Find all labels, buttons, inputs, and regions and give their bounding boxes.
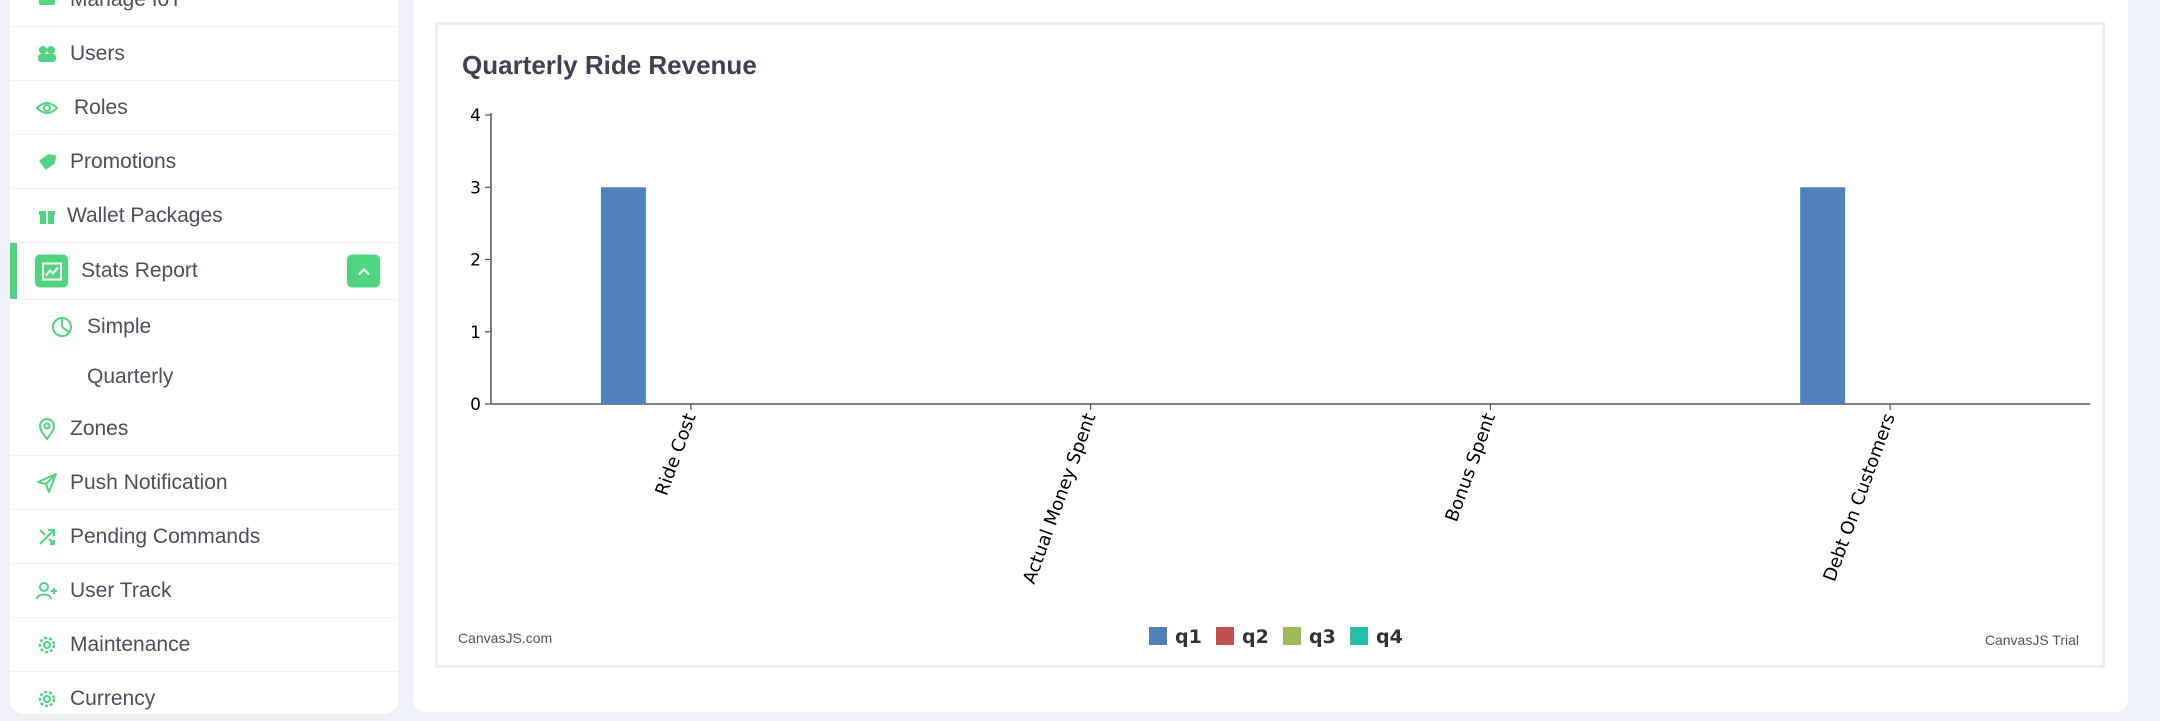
chevron-up-icon bbox=[357, 267, 370, 275]
sidebar-subitem-quarterly[interactable]: Quarterly bbox=[10, 352, 398, 402]
x-tick-label: Debt On Customers bbox=[1819, 411, 1899, 585]
sidebar-item-pending-commands[interactable]: Pending Commands bbox=[10, 510, 398, 564]
y-tick-label: 4 bbox=[470, 106, 481, 126]
sidebar-item-zones[interactable]: Zones bbox=[10, 402, 398, 456]
sidebar-item-label: User Track bbox=[70, 578, 172, 602]
bar-q1[interactable] bbox=[1800, 187, 1846, 404]
sidebar-item-label: Promotions bbox=[70, 149, 177, 173]
chart-title: Quarterly Ride Revenue bbox=[462, 50, 757, 80]
sidebar-item-label: Roles bbox=[74, 95, 128, 119]
legend-label-q1[interactable]: q1 bbox=[1175, 626, 1202, 648]
bar-q1[interactable] bbox=[600, 187, 646, 404]
sidebar-subitem-label: Simple bbox=[87, 315, 152, 338]
pie-chart-icon bbox=[50, 315, 74, 339]
chart-icon bbox=[35, 254, 68, 288]
sidebar-item-label: Wallet Packages bbox=[67, 203, 223, 227]
bar-chart: Quarterly Ride Revenue 0 1 2 3 4 Ride Cost Ac… bbox=[458, 50, 2090, 648]
legend-label-q4[interactable]: q4 bbox=[1376, 626, 1403, 648]
sidebar-item-push-notification[interactable]: Push Notification bbox=[10, 456, 398, 510]
legend-swatch-q4[interactable] bbox=[1350, 627, 1368, 645]
chart-panel: Quarterly Ride Revenue 0 1 2 3 4 Ride Cost Ac… bbox=[435, 22, 2105, 668]
legend-swatch-q3[interactable] bbox=[1283, 627, 1301, 645]
gear-icon bbox=[34, 686, 60, 712]
sidebar-item-label: Push Notification bbox=[70, 470, 228, 494]
sidebar-item-label: Maintenance bbox=[70, 632, 191, 656]
x-tick-label: Bonus Spent bbox=[1441, 411, 1500, 525]
device-icon bbox=[34, 0, 60, 13]
legend-swatch-q2[interactable] bbox=[1216, 627, 1234, 645]
y-tick-label: 0 bbox=[470, 395, 481, 415]
sidebar-item-label: Zones bbox=[70, 416, 129, 440]
x-tick-label: Actual Money Spent bbox=[1019, 411, 1100, 587]
gear-icon bbox=[34, 632, 60, 658]
tag-icon bbox=[34, 149, 60, 175]
sidebar-subitem-simple[interactable]: Simple bbox=[10, 302, 398, 352]
sidebar: Manage IoT Users Roles Promotions bbox=[10, 0, 398, 714]
sidebar-item-label: Currency bbox=[70, 686, 156, 710]
sidebar-item-user-track[interactable]: User Track bbox=[10, 564, 398, 618]
sidebar-item-label: Manage IoT bbox=[70, 0, 182, 12]
collapse-button[interactable] bbox=[347, 254, 380, 288]
sidebar-item-label: Pending Commands bbox=[70, 524, 261, 548]
gift-icon bbox=[34, 203, 60, 229]
sidebar-item-manage-iot[interactable]: Manage IoT bbox=[10, 0, 398, 27]
main-content: Quarterly Ride Revenue 0 1 2 3 4 Ride Cost Ac… bbox=[413, 0, 2128, 712]
eye-icon bbox=[34, 95, 60, 121]
user-plus-icon bbox=[34, 578, 60, 604]
sidebar-item-stats-report[interactable]: Stats Report bbox=[10, 243, 398, 300]
legend-label-q3[interactable]: q3 bbox=[1309, 626, 1336, 648]
sidebar-item-wallet-packages[interactable]: Wallet Packages bbox=[10, 189, 398, 243]
credit-right: CanvasJS Trial bbox=[1985, 632, 2079, 648]
sidebar-item-label: Stats Report bbox=[81, 259, 198, 282]
y-tick-label: 1 bbox=[470, 323, 481, 343]
location-pin-icon bbox=[34, 416, 60, 442]
credit-left[interactable]: CanvasJS.com bbox=[458, 630, 552, 646]
x-tick-label: Ride Cost bbox=[652, 411, 701, 499]
sidebar-item-users[interactable]: Users bbox=[10, 27, 398, 81]
sidebar-item-maintenance[interactable]: Maintenance bbox=[10, 618, 398, 672]
sidebar-item-currency[interactable]: Currency bbox=[10, 672, 398, 714]
legend-swatch-q1[interactable] bbox=[1149, 627, 1167, 645]
active-indicator bbox=[10, 243, 17, 299]
sidebar-subitem-label: Quarterly bbox=[87, 365, 174, 388]
sidebar-item-roles[interactable]: Roles bbox=[10, 81, 398, 135]
legend-label-q2[interactable]: q2 bbox=[1242, 626, 1269, 648]
y-tick-label: 3 bbox=[470, 178, 481, 198]
paper-plane-icon bbox=[34, 470, 60, 496]
sidebar-item-label: Users bbox=[70, 41, 125, 65]
arrows-icon bbox=[34, 524, 60, 550]
sidebar-item-promotions[interactable]: Promotions bbox=[10, 135, 398, 189]
users-icon bbox=[34, 41, 60, 67]
y-tick-label: 2 bbox=[470, 251, 481, 271]
